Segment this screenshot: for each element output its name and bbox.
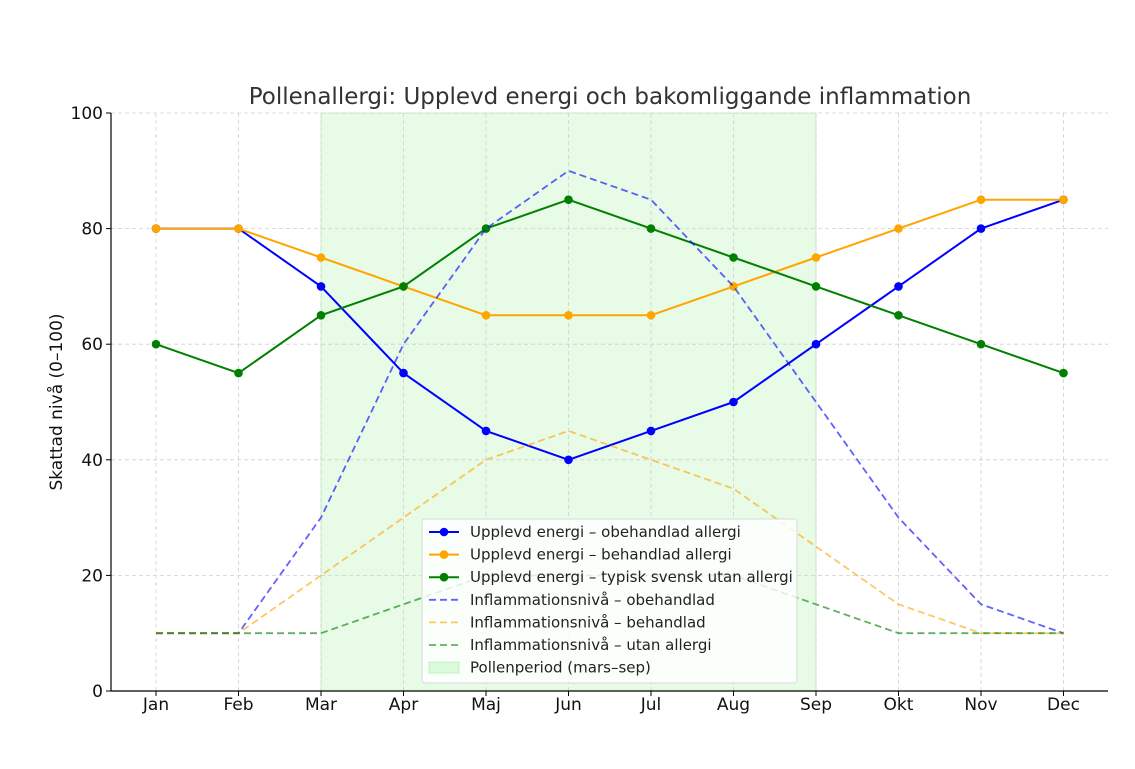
- legend-marker: [439, 527, 449, 537]
- data-point: [1059, 195, 1068, 204]
- data-point: [316, 282, 326, 291]
- data-point: [976, 195, 986, 204]
- data-point: [729, 253, 738, 262]
- y-tick-label: 40: [81, 451, 103, 471]
- x-tick-label: Nov: [964, 695, 997, 715]
- data-point: [316, 253, 326, 262]
- data-point: [151, 339, 161, 349]
- y-tick-label: 80: [81, 220, 103, 240]
- legend-label: Inflammationsnivå – behandlad: [470, 613, 706, 631]
- data-point: [811, 282, 821, 291]
- y-tick-label: 0: [92, 682, 103, 702]
- series-3: [151, 195, 1068, 378]
- x-tick-label: Mar: [305, 695, 337, 715]
- data-point: [316, 311, 326, 320]
- data-point: [151, 224, 161, 233]
- x-tick-label: Jan: [142, 695, 169, 715]
- legend-item: Upplevd energi – typisk svensk utan alle…: [429, 568, 793, 586]
- data-point: [894, 311, 903, 320]
- legend-label: Pollenperiod (mars–sep): [470, 659, 651, 677]
- legend-item: Inflammationsnivå – behandlad: [429, 613, 706, 631]
- series-line: [156, 169, 1064, 635]
- legend-marker: [439, 550, 449, 559]
- x-tick-label: Aug: [717, 695, 750, 715]
- data-point: [564, 195, 573, 204]
- legend-swatch: [428, 661, 460, 674]
- data-point: [234, 368, 243, 378]
- y-axis-label: Skattad nivå (0–100): [46, 313, 67, 490]
- data-point: [646, 311, 656, 320]
- legend-box: [421, 518, 798, 684]
- data-point: [399, 368, 408, 378]
- data-point: [894, 282, 903, 291]
- data-point: [564, 455, 573, 465]
- data-point: [481, 426, 491, 436]
- data-point: [729, 397, 738, 407]
- data-point: [646, 224, 656, 233]
- series-5: [156, 429, 1064, 635]
- series-line: [156, 429, 1064, 635]
- x-tick-label: Okt: [884, 695, 914, 715]
- legend-label: Inflammationsnivå – obehandlad: [470, 591, 715, 609]
- y-tick-label: 20: [81, 566, 103, 586]
- chart-title: Pollenallergi: Upplevd energi och bakoml…: [249, 84, 972, 110]
- data-point: [564, 311, 573, 320]
- axis-layer: 0 20 40 60 80 100 Jan Feb Mar Apr Maj Jun Jul Aug Sep O…: [71, 104, 1108, 715]
- legend-item: Pollenperiod (mars–sep): [428, 659, 651, 677]
- x-tick-label: Sep: [800, 695, 832, 715]
- legend-item: Inflammationsnivå – utan allergi: [429, 636, 712, 654]
- legend-item: Upplevd energi – obehandlad allergi: [429, 523, 741, 541]
- legend-label: Upplevd energi – typisk svensk utan alle…: [470, 568, 793, 586]
- x-tick-label: Maj: [471, 695, 501, 715]
- data-point: [481, 311, 491, 320]
- data-point: [811, 253, 821, 262]
- data-point: [811, 339, 821, 349]
- legend: Upplevd energi – obehandlad allergi Upple…: [421, 518, 798, 684]
- data-point: [976, 339, 986, 349]
- legend-item: Upplevd energi – behandlad allergi: [429, 546, 732, 564]
- y-tick-label: 100: [71, 104, 103, 124]
- x-tick-label: Apr: [389, 695, 418, 715]
- y-tick-label: 60: [81, 335, 103, 355]
- series-4: [156, 169, 1064, 635]
- data-point: [399, 282, 408, 291]
- legend-label: Upplevd energi – obehandlad allergi: [470, 523, 741, 541]
- legend-label: Inflammationsnivå – utan allergi: [470, 636, 712, 654]
- data-point: [894, 224, 903, 233]
- data-point: [646, 426, 656, 436]
- x-tick-label: Jun: [554, 695, 582, 715]
- series-line: [155, 198, 1064, 375]
- data-point: [234, 224, 243, 233]
- legend-marker: [439, 572, 449, 582]
- data-point: [1059, 368, 1068, 378]
- legend-label: Upplevd energi – behandlad allergi: [470, 546, 732, 564]
- x-tick-label: Feb: [223, 695, 253, 715]
- series-line: [156, 198, 1064, 317]
- x-tick-label: Dec: [1047, 695, 1080, 715]
- legend-item: Inflammationsnivå – obehandlad: [429, 591, 715, 609]
- x-tick-label: Jul: [640, 695, 662, 715]
- series-line: [156, 198, 1064, 461]
- data-point: [976, 224, 986, 233]
